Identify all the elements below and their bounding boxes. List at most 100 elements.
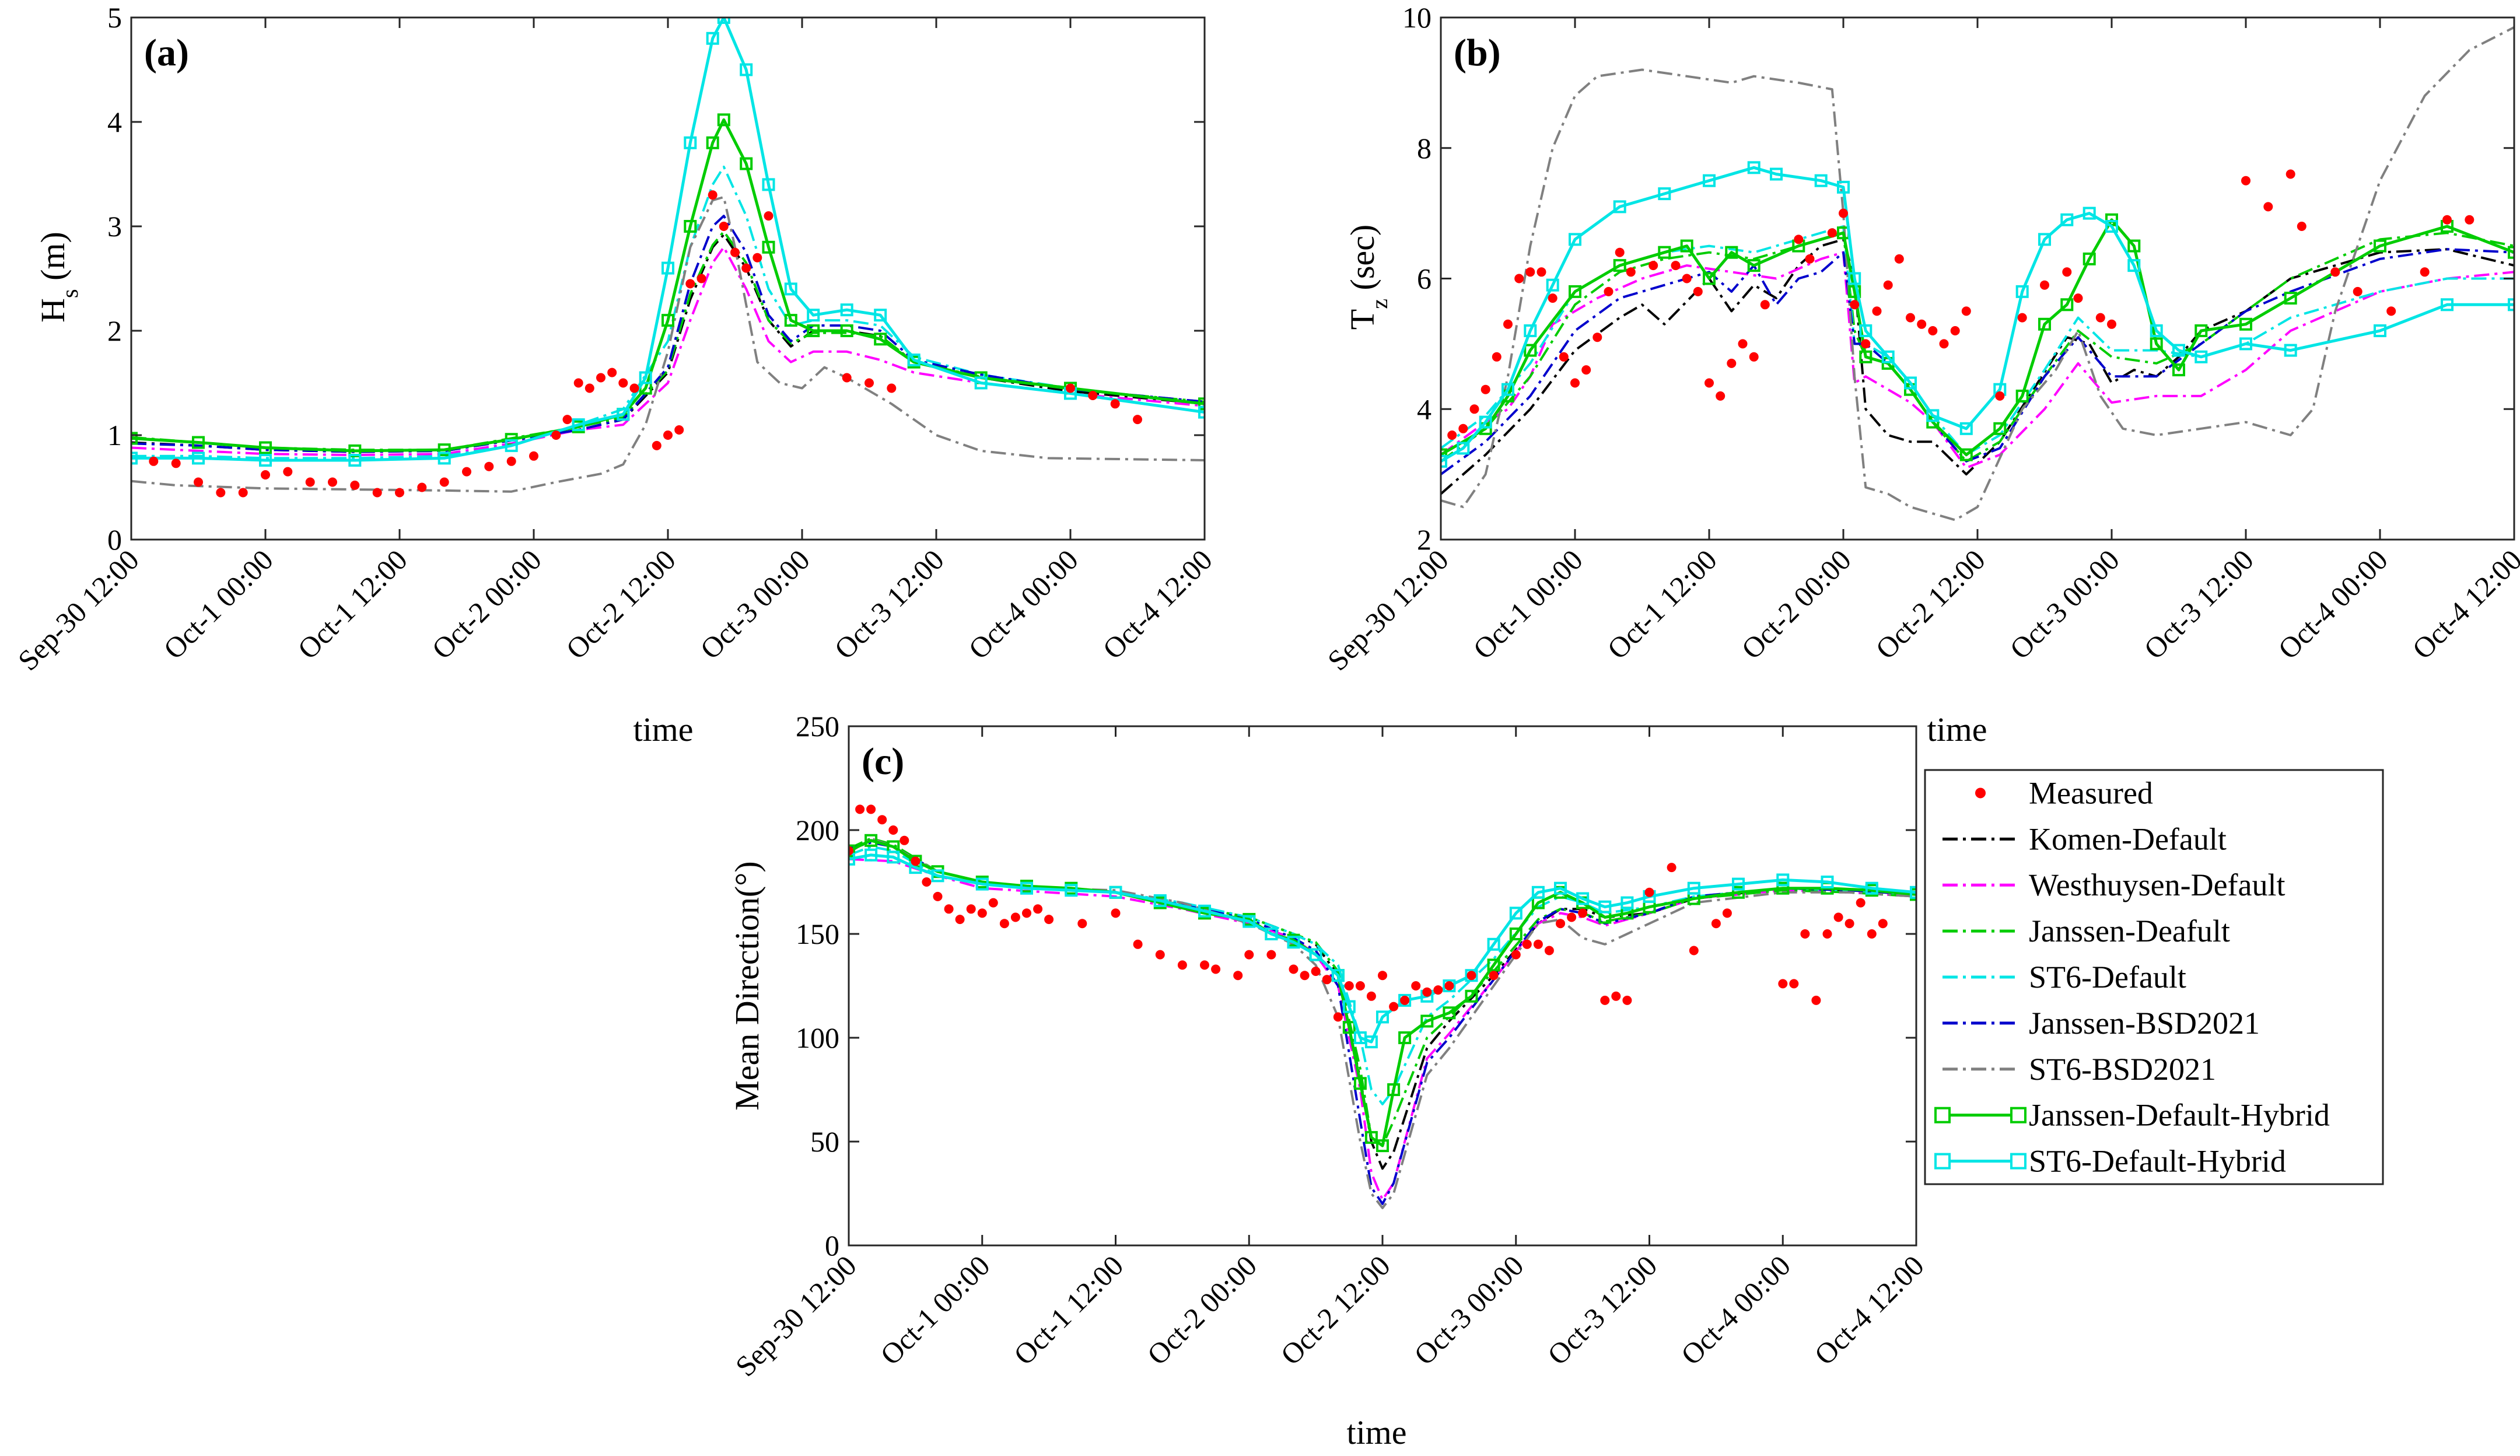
measured-point bbox=[194, 477, 203, 487]
measured-point bbox=[2263, 202, 2273, 212]
measured-point bbox=[1626, 267, 1636, 277]
legend-item: ST6-Default-Hybrid bbox=[1934, 1144, 2286, 1179]
measured-point bbox=[696, 274, 706, 284]
measured-point bbox=[855, 804, 865, 814]
measured-point bbox=[328, 477, 337, 487]
measured-point bbox=[1289, 964, 1298, 974]
marker-st6-default-hybrid bbox=[639, 371, 652, 384]
measured-point bbox=[1671, 261, 1681, 271]
plot-area bbox=[1441, 26, 2514, 522]
measured-point bbox=[2095, 313, 2105, 323]
x-axis-label: time bbox=[633, 710, 693, 748]
measured-point bbox=[1570, 378, 1580, 388]
measured-point bbox=[171, 459, 181, 468]
marker-st6-default-hybrid bbox=[1198, 904, 1211, 918]
measured-point bbox=[2420, 267, 2430, 277]
measured-point bbox=[529, 451, 538, 461]
y-tick-label: 250 bbox=[796, 710, 839, 743]
measured-point bbox=[1604, 286, 1614, 296]
legend-item: ST6-Default bbox=[1943, 960, 2186, 995]
marker-janssen-default-hybrid bbox=[717, 113, 730, 127]
legend-label: Westhuysen-Default bbox=[2029, 867, 2286, 902]
measured-point bbox=[1760, 300, 1770, 310]
marker-janssen-default-hybrid bbox=[1848, 285, 1861, 298]
series-line-komen-default bbox=[1441, 238, 2514, 495]
measured-point bbox=[1794, 235, 1804, 244]
marker-st6-default-hybrid bbox=[1398, 993, 1412, 1007]
measured-point bbox=[2241, 176, 2250, 186]
measured-point bbox=[900, 835, 909, 845]
marker-st6-default-hybrid bbox=[1546, 278, 1559, 292]
measured-point bbox=[1522, 939, 1532, 949]
marker-janssen-default-hybrid bbox=[762, 240, 775, 254]
measured-point bbox=[1503, 319, 1513, 329]
marker-janssen-default-hybrid bbox=[784, 314, 797, 327]
measured-point bbox=[842, 373, 852, 383]
measured-point bbox=[1389, 1002, 1399, 1012]
y-tick-label: 5 bbox=[107, 1, 122, 34]
series-line-st6-default-hybrid bbox=[1441, 166, 2514, 463]
marker-st6-default-hybrid bbox=[1910, 886, 1916, 899]
measured-point bbox=[1244, 950, 1254, 960]
marker-st6-default-hybrid bbox=[2127, 259, 2141, 272]
measured-point bbox=[1567, 912, 1577, 922]
marker-janssen-default-hybrid bbox=[2038, 317, 2051, 331]
marker-janssen-default-hybrid bbox=[1465, 989, 1478, 1003]
marker-janssen-default-hybrid bbox=[1376, 1139, 1389, 1153]
marker-st6-default-hybrid bbox=[1747, 161, 1760, 174]
plot-area bbox=[131, 18, 1205, 498]
measured-point bbox=[955, 915, 965, 925]
measured-point bbox=[305, 477, 315, 487]
marker-janssen-default-hybrid bbox=[1420, 1014, 1434, 1028]
measured-point bbox=[1514, 274, 1524, 284]
measured-point bbox=[708, 190, 718, 200]
marker-janssen-default-hybrid bbox=[849, 844, 855, 858]
measured-point bbox=[1578, 908, 1588, 918]
measured-point bbox=[1333, 1012, 1343, 1022]
measured-point bbox=[1492, 352, 1502, 362]
legend-item: Janssen-Default-Hybrid bbox=[1934, 1098, 2330, 1133]
measured-point bbox=[573, 378, 583, 388]
measured-point bbox=[1200, 960, 1209, 970]
measured-point bbox=[1722, 908, 1732, 918]
legend-label: Janssen-BSD2021 bbox=[2029, 1006, 2260, 1041]
measured-point bbox=[652, 440, 662, 450]
marker-st6-default-hybrid bbox=[1814, 174, 1828, 187]
measured-point bbox=[1466, 971, 1476, 981]
series-line-st6-bsd2021 bbox=[131, 195, 1205, 493]
legend-label: ST6-Default-Hybrid bbox=[2029, 1144, 2286, 1179]
y-tick-label: 8 bbox=[1417, 132, 1432, 164]
legend: Measured Komen-Default Westhuysen-Default J… bbox=[1924, 769, 2384, 1185]
marker-st6-default-hybrid bbox=[1770, 167, 1783, 181]
measured-point bbox=[1622, 995, 1632, 1005]
measured-point bbox=[607, 368, 617, 377]
measured-point bbox=[1749, 352, 1759, 362]
measured-point bbox=[1789, 979, 1799, 989]
measured-point bbox=[1559, 352, 1569, 362]
panel-label: (b) bbox=[1454, 32, 1501, 74]
marker-st6-default-hybrid bbox=[1502, 383, 1514, 396]
marker-st6-default-hybrid bbox=[572, 418, 585, 432]
measured-point bbox=[1536, 267, 1546, 277]
measured-point bbox=[2040, 280, 2049, 290]
marker-st6-default-hybrid bbox=[1687, 881, 1700, 895]
measured-point bbox=[1704, 378, 1714, 388]
marker-st6-default-hybrid bbox=[1509, 907, 1522, 920]
measured-point bbox=[1716, 391, 1726, 401]
measured-point bbox=[849, 846, 853, 856]
marker-st6-default-hybrid bbox=[2284, 344, 2297, 357]
marker-janssen-default-hybrid bbox=[1732, 886, 1745, 899]
measured-point bbox=[1111, 908, 1121, 918]
marker-janssen-default-hybrid bbox=[192, 436, 205, 449]
marker-st6-default-hybrid bbox=[1959, 422, 1973, 435]
marker-st6-default-hybrid bbox=[1487, 937, 1500, 951]
marker-st6-default-hybrid bbox=[887, 850, 900, 864]
measured-point bbox=[1950, 326, 1960, 335]
marker-st6-default-hybrid bbox=[784, 282, 797, 296]
measured-point bbox=[1066, 383, 1075, 393]
marker-st6-default-hybrid bbox=[1331, 969, 1345, 982]
marker-janssen-default-hybrid bbox=[2060, 298, 2074, 312]
measured-point bbox=[1839, 208, 1848, 218]
x-axis-label: time bbox=[1346, 1413, 1406, 1451]
marker-st6-default-hybrid bbox=[974, 376, 988, 390]
